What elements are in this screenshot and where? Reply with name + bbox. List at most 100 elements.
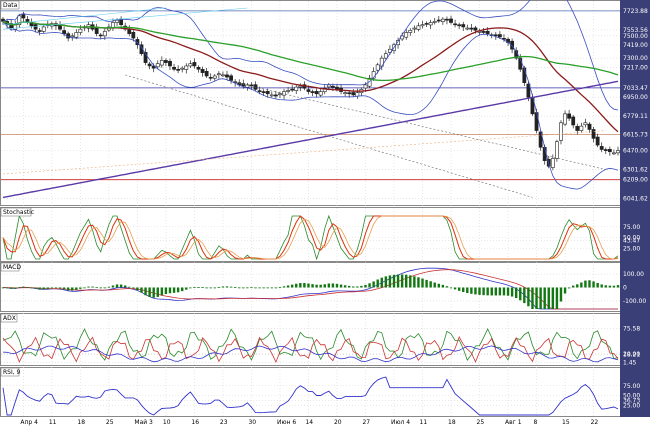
- macd-histogram-bar: [506, 287, 510, 296]
- adx-panel-title: ADX: [3, 315, 16, 322]
- macd-histogram-bar: [405, 274, 408, 288]
- macd-histogram-bar: [352, 286, 355, 288]
- macd-histogram-bar: [140, 287, 143, 293]
- candle-body: [612, 152, 616, 155]
- macd-histogram-bar: [327, 283, 331, 288]
- adx-layer: [2, 327, 619, 363]
- candle-body: [375, 64, 380, 71]
- candle-body: [510, 40, 515, 50]
- macd-histogram-bar: [193, 287, 196, 289]
- price-tick-label: 7500.00: [623, 33, 648, 40]
- macd-histogram-bar: [128, 286, 131, 288]
- macd-signal-line: [2, 269, 618, 310]
- candle-body: [17, 15, 22, 26]
- candle-body: [200, 68, 205, 73]
- macd-histogram-bar: [176, 287, 180, 293]
- macd-histogram-bar: [66, 287, 70, 291]
- macd-histogram-bar: [303, 283, 306, 288]
- candle-body: [273, 94, 278, 97]
- candle-body: [74, 32, 79, 38]
- candle-body: [534, 112, 539, 131]
- macd-histogram-bar: [152, 287, 155, 298]
- price-tick-label: 6301.62: [623, 166, 648, 173]
- macd-histogram-bar: [62, 287, 66, 290]
- x-axis-labels: Апр 4 11 18 25 Май 3 10 16 23 30 Июн 6 14 20 27 Июл 4…: [20, 419, 598, 426]
- macd-histogram-bar: [315, 284, 318, 288]
- price-tick-label: 7553.56: [623, 27, 648, 34]
- candle-body: [469, 27, 474, 30]
- candle-body: [607, 148, 612, 153]
- macd-histogram-bar: [380, 277, 383, 288]
- candle-body: [550, 158, 555, 168]
- macd-histogram-bar: [494, 287, 498, 296]
- rsi-panel-title: RSI, 9: [3, 369, 21, 376]
- candle-body: [13, 24, 18, 30]
- candle-body: [497, 34, 502, 38]
- macd-layer: [1, 267, 620, 310]
- candle-body: [453, 23, 457, 26]
- macd-histogram-bar: [238, 287, 241, 289]
- adx-line: [2, 345, 619, 363]
- candle-body: [616, 150, 620, 154]
- macd-histogram-bar: [559, 287, 563, 302]
- macd-histogram-bar: [474, 287, 477, 295]
- candle-body: [261, 91, 266, 93]
- macd-histogram-bar: [425, 279, 428, 288]
- macd-histogram-bar: [616, 285, 620, 288]
- x-tick-label: 25: [106, 419, 114, 426]
- macd-histogram-bar: [144, 287, 147, 296]
- macd-histogram-bar: [26, 287, 29, 288]
- candle-body: [428, 22, 433, 26]
- moving-average-long: [2, 80, 619, 199]
- macd-histogram-bar: [335, 283, 339, 288]
- candle-body: [318, 91, 323, 96]
- macd-histogram-bar: [360, 285, 363, 288]
- macd-histogram-bar: [168, 287, 172, 294]
- candle-body: [290, 88, 295, 91]
- indicator-tick-label: 50.00: [623, 235, 640, 242]
- macd-histogram-bar: [299, 283, 302, 288]
- macd-histogram-bar: [466, 287, 469, 293]
- indicator-tick-label: 50.00: [623, 393, 640, 400]
- macd-histogram-bar: [164, 287, 168, 295]
- indicator-tick-label: 36.73: [623, 398, 640, 405]
- candle-body: [603, 149, 608, 151]
- macd-histogram-bar: [278, 287, 282, 289]
- macd-histogram-bar: [290, 284, 294, 288]
- macd-histogram-bar: [519, 287, 522, 301]
- trend-line-dashed: [125, 74, 533, 198]
- macd-histogram-bar: [254, 287, 257, 289]
- macd-histogram-bar: [429, 281, 432, 288]
- stochastic-slow-line: [2, 215, 619, 260]
- macd-histogram-bar: [205, 287, 208, 289]
- macd-histogram-bar: [527, 287, 530, 307]
- candle-body: [465, 27, 470, 30]
- price-layer: [1, 0, 620, 199]
- macd-histogram-bar: [396, 274, 400, 288]
- macd-histogram-bar: [596, 282, 599, 288]
- candle-body: [599, 146, 604, 150]
- macd-histogram-bar: [274, 287, 278, 289]
- candle-body: [265, 91, 270, 95]
- macd-histogram-bar: [270, 287, 274, 289]
- candle-body: [78, 28, 83, 33]
- macd-histogram-bar: [282, 286, 286, 288]
- candle-body: [461, 24, 466, 28]
- trend-line-cyan: [2, 7, 248, 30]
- candle-body: [115, 19, 119, 23]
- macd-histogram-bar: [103, 287, 107, 289]
- adx-plus-di-line: [2, 327, 619, 361]
- macd-histogram-bar: [250, 287, 253, 289]
- candle-body: [37, 30, 42, 32]
- macd-histogram-bar: [42, 287, 45, 290]
- macd-histogram-bar: [343, 285, 347, 288]
- candle-body: [420, 24, 425, 27]
- candle-body: [559, 122, 563, 141]
- candle-body: [33, 24, 38, 30]
- macd-histogram-bar: [22, 286, 25, 288]
- macd-histogram-bar: [148, 287, 151, 297]
- candle-body: [493, 34, 498, 37]
- candle-body: [579, 125, 584, 131]
